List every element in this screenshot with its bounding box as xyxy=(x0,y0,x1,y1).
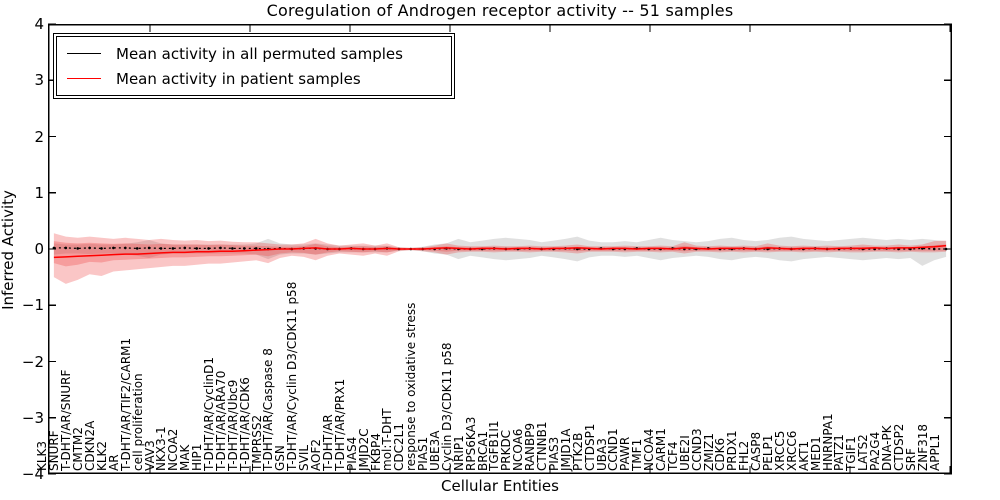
y-tick-label: −3 xyxy=(21,408,44,427)
legend-line-patient-icon xyxy=(67,78,101,79)
x-tick-label: T-DHT/AR/Cyclin D3/CDK11 p58 xyxy=(285,281,300,471)
x-tick-label: cell proliferation xyxy=(130,373,145,471)
legend-line-permuted-icon xyxy=(67,53,101,54)
legend-box: Mean activity in all permuted samples Me… xyxy=(56,36,452,96)
x-tick-label: ZNF318 xyxy=(915,423,930,471)
y-tick-label: 0 xyxy=(34,240,44,258)
x-tick-label: MED1 xyxy=(808,436,823,471)
x-tick-label: APPL1 xyxy=(927,433,942,471)
x-tick-label: CCND3 xyxy=(689,428,704,471)
y-tick-label: −2 xyxy=(21,352,44,371)
plot-area: KLK3 SNURF T-DHT/AR/SNURF CMTM2 CDKN2A KLK2 AR… xyxy=(35,23,952,475)
y-tick-label: 4 xyxy=(34,15,44,33)
y-tick-label: −1 xyxy=(21,296,44,315)
y-tick-label: 2 xyxy=(34,127,44,146)
x-tick-label: RPS6KA3 xyxy=(463,416,478,471)
x-tick-label: JMJD2C xyxy=(356,428,371,471)
legend-label-permuted: Mean activity in all permuted samples xyxy=(116,44,403,63)
x-axis-label: Cellular Entities xyxy=(441,477,559,495)
legend-row-patient: Mean activity in patient samples xyxy=(67,70,441,88)
chart-title: Coregulation of Androgen receptor activi… xyxy=(266,1,734,20)
x-tick-label: T-DHT/AR/CDK6 xyxy=(237,377,252,471)
legend: Mean activity in all permuted samples Me… xyxy=(53,33,455,99)
y-tick-label: 1 xyxy=(34,183,44,202)
legend-row-permuted: Mean activity in all permuted samples xyxy=(67,45,441,63)
y-tick-label: −4 xyxy=(21,465,44,483)
x-tick-label: CTDSP1 xyxy=(582,423,597,471)
y-tick-label: 3 xyxy=(34,71,44,90)
chart-canvas xyxy=(48,23,952,475)
legend-label-patient: Mean activity in patient samples xyxy=(116,69,361,88)
